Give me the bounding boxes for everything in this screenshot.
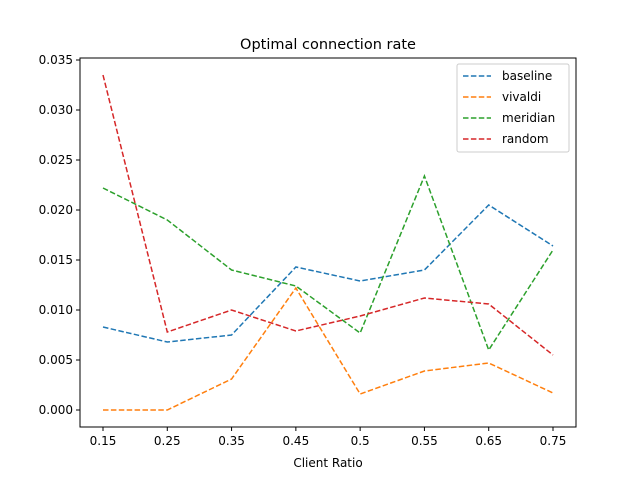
legend-frame — [456, 63, 570, 153]
y-tick-label: 0.035 — [39, 53, 73, 67]
y-tick-label: 0.000 — [39, 403, 73, 417]
y-tick-label: 0.025 — [39, 153, 73, 167]
x-tick-label: 0.45 — [282, 434, 309, 448]
y-tick-label: 0.005 — [39, 353, 73, 367]
x-tick-label: 0.35 — [218, 434, 245, 448]
x-tick-label: 0.25 — [154, 434, 181, 448]
chart-title: Optimal connection rate — [240, 37, 416, 53]
y-tick-label: 0.030 — [39, 103, 73, 117]
x-tick-label: 0.55 — [411, 434, 438, 448]
series-line-baseline — [102, 204, 554, 343]
y-tick-label: 0.015 — [39, 253, 73, 267]
legend-label-baseline: baseline — [502, 69, 552, 83]
x-axis: 0.15 0.25 0.35 0.45 0.5 0.55 0.65 0.75 — [90, 427, 567, 448]
legend-label-meridian: meridian — [502, 111, 555, 125]
y-tick-label: 0.020 — [39, 203, 73, 217]
series-layer — [102, 74, 554, 411]
y-axis: 0.000 0.005 0.010 0.015 0.020 0.025 0.030 0.035 — [39, 53, 80, 417]
legend-label-random: random — [502, 132, 549, 146]
plot-area-frame — [79, 57, 577, 428]
series-line-meridian — [102, 173, 554, 352]
x-tick-label: 0.75 — [540, 434, 567, 448]
x-tick-label: 0.5 — [351, 434, 370, 448]
series-line-vivaldi — [103, 286, 554, 411]
legend: baseline vivaldi meridian random — [456, 63, 570, 153]
legend-label-vivaldi: vivaldi — [502, 90, 541, 104]
series-line-random — [102, 74, 554, 356]
x-tick-label: 0.65 — [475, 434, 502, 448]
x-axis-label: Client Ratio — [293, 456, 362, 470]
x-tick-label: 0.15 — [90, 434, 117, 448]
y-tick-label: 0.010 — [39, 303, 73, 317]
